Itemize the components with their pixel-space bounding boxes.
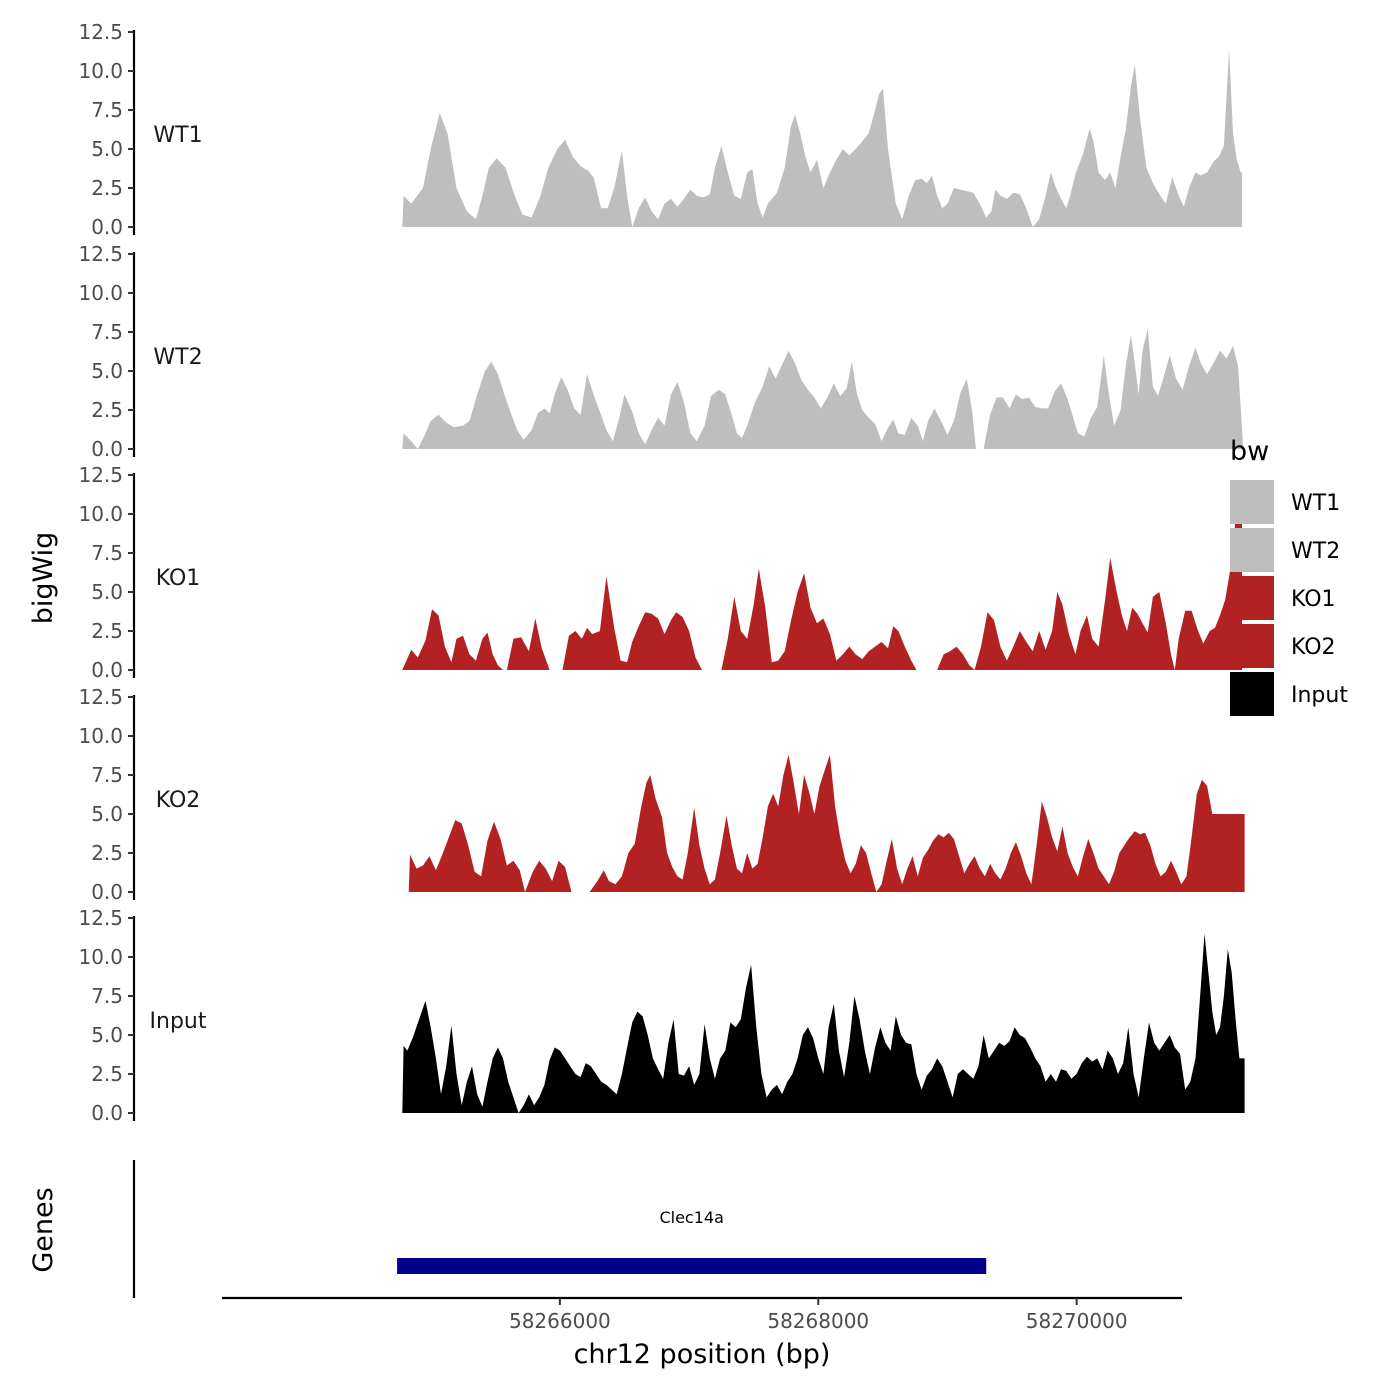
y-tick-label: 0.0	[91, 437, 123, 461]
track-ko2: 0.0 2.5 5.0 7.5 10.0 12.5 KO2	[78, 685, 1245, 904]
track-label-ko1: KO1	[156, 566, 201, 591]
track-ko1: 0.0 2.5 5.0 7.5 10.0 12.5 KO1	[78, 463, 1242, 682]
track-label-wt1: WT1	[153, 123, 202, 148]
x-tick-label: 58266000	[509, 1309, 611, 1333]
coverage-area-input	[402, 933, 1245, 1113]
y-tick-label: 12.5	[78, 20, 123, 44]
legend-entries: WT1 WT2 KO1 KO2 Input	[1230, 480, 1348, 716]
coverage-area-ko1	[402, 487, 1242, 670]
y-tick-label: 7.5	[91, 320, 123, 344]
y-tick-label: 10.0	[78, 59, 123, 83]
y-tick-label: 5.0	[91, 580, 123, 604]
y-tick-label: 0.0	[91, 658, 123, 682]
coverage-tracks: 0.0 2.5 5.0 7.5 10.0 12.5 WT1 0.0 2.5 5.0 7.5 10.0 1…	[78, 20, 1245, 1125]
y-tick-label: 10.0	[78, 724, 123, 748]
y-axis-title: bigWig	[28, 532, 59, 625]
y-tick-label: 5.0	[91, 359, 123, 383]
y-tick-label: 2.5	[91, 841, 123, 865]
y-tick-label: 12.5	[78, 463, 123, 487]
track-wt2: 0.0 2.5 5.0 7.5 10.0 12.5 WT2	[78, 242, 1245, 461]
y-tick-label: 2.5	[91, 619, 123, 643]
track-label-wt2: WT2	[153, 345, 202, 370]
gene-bar-clec14a	[397, 1258, 987, 1274]
y-tick-label: 10.0	[78, 281, 123, 305]
genes-panel-title: Genes	[28, 1187, 59, 1272]
y-tick-label: 12.5	[78, 685, 123, 709]
y-tick-label: 5.0	[91, 802, 123, 826]
coverage-area-ko2	[408, 754, 1245, 892]
legend-label-input: Input	[1291, 683, 1348, 708]
x-tick-label: 58268000	[767, 1309, 869, 1333]
legend-title: bw	[1230, 436, 1269, 467]
legend-swatch-input	[1230, 672, 1274, 716]
y-tick-label: 0.0	[91, 880, 123, 904]
y-tick-label: 7.5	[91, 984, 123, 1008]
coverage-area-wt1	[402, 49, 1242, 228]
genes-panel: Clec14a	[132, 1160, 987, 1298]
legend-label-ko1: KO1	[1291, 587, 1336, 612]
legend-swatch-wt2	[1230, 528, 1274, 572]
legend-swatch-ko1	[1230, 576, 1274, 620]
legend-label-wt2: WT2	[1291, 539, 1340, 564]
y-tick-label: 2.5	[91, 398, 123, 422]
y-tick-label: 0.0	[91, 215, 123, 239]
y-tick-label: 5.0	[91, 1023, 123, 1047]
y-tick-label: 12.5	[78, 906, 123, 930]
track-label-input: Input	[150, 1009, 207, 1034]
coverage-area-wt2	[402, 328, 1245, 449]
legend-label-ko2: KO2	[1291, 635, 1336, 660]
x-axis-title: chr12 position (bp)	[574, 1339, 831, 1370]
y-tick-label: 2.5	[91, 1062, 123, 1086]
track-wt1: 0.0 2.5 5.0 7.5 10.0 12.5 WT1	[78, 20, 1242, 239]
x-tick-label: 58270000	[1026, 1309, 1128, 1333]
y-tick-label: 5.0	[91, 137, 123, 161]
y-tick-label: 7.5	[91, 763, 123, 787]
legend: bw WT1 WT2 KO1 KO2 Input	[1230, 436, 1348, 716]
legend-label-wt1: WT1	[1291, 491, 1340, 516]
y-tick-label: 2.5	[91, 176, 123, 200]
track-input: 0.0 2.5 5.0 7.5 10.0 12.5 Input	[78, 906, 1245, 1125]
x-axis: 58266000 58268000 58270000	[222, 1296, 1182, 1333]
y-tick-label: 0.0	[91, 1101, 123, 1125]
gene-label-clec14a: Clec14a	[659, 1208, 723, 1227]
y-tick-label: 7.5	[91, 541, 123, 565]
legend-swatch-wt1	[1230, 480, 1274, 524]
y-tick-label: 12.5	[78, 242, 123, 266]
legend-swatch-ko2	[1230, 624, 1274, 668]
y-tick-label: 10.0	[78, 945, 123, 969]
y-tick-label: 10.0	[78, 502, 123, 526]
y-tick-label: 7.5	[91, 98, 123, 122]
track-label-ko2: KO2	[156, 788, 201, 813]
